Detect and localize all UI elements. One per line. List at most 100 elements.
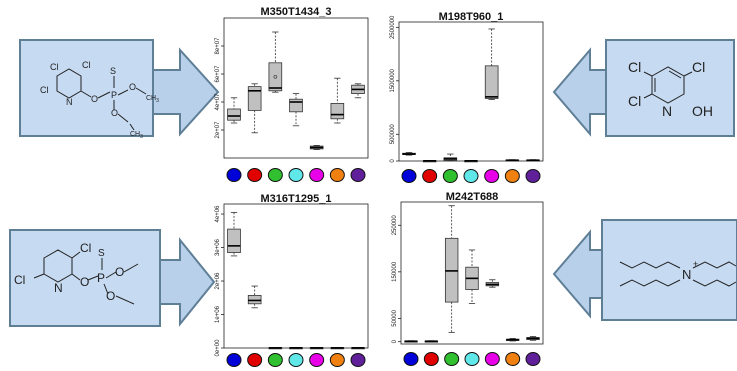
- y-tick-label: 2e+07: [215, 121, 221, 139]
- y-tick-label: 4e+06: [215, 205, 221, 223]
- arrow-shape: [552, 47, 607, 137]
- chart-title: M242T688: [446, 191, 499, 203]
- charge-label: +: [693, 259, 698, 269]
- molecule-panel-top-right: Cl Cl Cl N OH: [552, 39, 735, 137]
- y-tick-label: 1e+06: [215, 305, 221, 323]
- group-color-marker: [484, 352, 500, 366]
- boxplot-m198t960-1: M198T960_1 0 500000 1500000 2500000: [390, 11, 544, 183]
- box-iqr: [247, 295, 262, 305]
- group-color-marker: [267, 353, 283, 367]
- plot-frame: [400, 201, 544, 345]
- group-color-marker: [403, 352, 419, 366]
- box-iqr: [484, 65, 499, 99]
- group-color-marker: [288, 168, 304, 182]
- plot-frame: [398, 21, 544, 162]
- group-color-marker: [401, 169, 417, 183]
- group-color-marker: [247, 168, 263, 182]
- group-color-marker: [226, 168, 242, 182]
- boxplot-m242t688: M242T688 0 50000 150000 250000: [392, 191, 544, 366]
- group-color-marker: [329, 353, 345, 367]
- group-color-marker: [329, 168, 345, 182]
- atom-label: N: [662, 103, 672, 119]
- chlorpyrifos-structure: [56, 68, 147, 131]
- panel-box: [601, 219, 737, 321]
- y-tick-label: 2500000: [390, 15, 396, 39]
- box-iqr: [330, 103, 345, 120]
- atom-label: O: [129, 82, 136, 92]
- boxplot-m316t1295-1: M316T1295_1 0e+00 1e+06 2e+06 3e+06 4e+06: [215, 193, 369, 367]
- group-color-marker: [267, 168, 283, 182]
- y-tick-label: 500000: [390, 124, 396, 145]
- atom-label: Cl: [40, 85, 49, 95]
- methyl-label: CH3: [146, 95, 159, 104]
- y-tick-label: 250000: [392, 215, 398, 236]
- trichloropyridinol-structure: [643, 66, 693, 104]
- y-tick-label: 8e+07: [215, 37, 221, 55]
- atom-label: Cl: [82, 60, 91, 70]
- boxplot-m350t1434-3: M350T1434_3 2e+07 4e+07 6e+07 8e+07: [215, 6, 369, 182]
- atom-label: N: [54, 281, 63, 295]
- atom-label: Cl: [692, 59, 705, 75]
- atom-label: Cl: [628, 93, 641, 109]
- box-iqr: [247, 86, 262, 111]
- atom-label: OH: [692, 103, 713, 119]
- atom-label: N: [66, 97, 73, 107]
- group-color-marker: [444, 352, 460, 366]
- plot-frame: [223, 203, 369, 349]
- group-color-marker: [484, 169, 500, 183]
- group-color-marker: [525, 352, 541, 366]
- y-tick-label: 1500000: [390, 68, 396, 92]
- y-tick-label: 2e+06: [215, 272, 221, 290]
- methyl-label: CH3: [130, 131, 143, 138]
- atom-label: Cl: [14, 273, 25, 287]
- y-tick-label: 0: [390, 159, 396, 163]
- atom-label: Cl: [50, 62, 59, 72]
- group-color-marker: [463, 169, 479, 183]
- atom-label: O: [80, 275, 89, 289]
- atom-label: N: [682, 267, 691, 282]
- molecule-panel-bottom-left: Cl Cl N O P S O O: [9, 229, 216, 327]
- tetrabutyl-chains: [619, 261, 737, 287]
- y-tick-label: 0: [392, 339, 398, 343]
- y-tick-label: 4e+07: [215, 93, 221, 111]
- box-iqr: [268, 62, 283, 92]
- chart-title: M198T960_1: [439, 11, 504, 23]
- group-color-marker: [505, 352, 521, 366]
- atom-label: O: [115, 265, 124, 279]
- arrow-shape: [552, 229, 603, 319]
- group-color-marker: [350, 168, 366, 182]
- group-color-marker: [464, 352, 480, 366]
- y-tick-label: 50000: [392, 309, 398, 326]
- group-color-marker: [525, 169, 541, 183]
- chart-title: M350T1434_3: [261, 6, 332, 18]
- group-color-marker: [350, 353, 366, 367]
- panel-box: [19, 39, 154, 137]
- group-color-marker: [504, 169, 520, 183]
- outlier-point: [273, 75, 278, 79]
- box-iqr: [227, 108, 241, 121]
- atom-label: O: [106, 289, 115, 303]
- group-color-marker: [247, 353, 263, 367]
- y-tick-label: 0e+00: [215, 339, 221, 357]
- pyridinyl-phosphorothioate-structure: [33, 249, 139, 305]
- y-tick-label: 150000: [392, 261, 398, 282]
- arrow-shape: [152, 47, 220, 137]
- atom-label: P: [111, 90, 117, 100]
- group-color-marker: [309, 353, 325, 367]
- y-tick-label: 6e+07: [215, 65, 221, 83]
- group-color-marker: [309, 168, 325, 182]
- group-color-marker: [422, 169, 438, 183]
- group-color-marker: [226, 353, 242, 367]
- group-color-marker: [423, 352, 439, 366]
- y-tick-label: 3e+06: [215, 238, 221, 256]
- chart-title: M316T1295_1: [261, 193, 332, 205]
- atom-label: P: [97, 271, 105, 285]
- atom-label: O: [91, 94, 98, 104]
- atom-label: Cl: [80, 241, 91, 255]
- atom-label: S: [110, 66, 116, 76]
- atom-label: O: [111, 108, 118, 118]
- molecule-panel-bottom-right: N +: [552, 219, 737, 321]
- arrow-shape: [159, 237, 216, 327]
- atom-label: S: [98, 248, 105, 259]
- group-color-marker: [442, 169, 458, 183]
